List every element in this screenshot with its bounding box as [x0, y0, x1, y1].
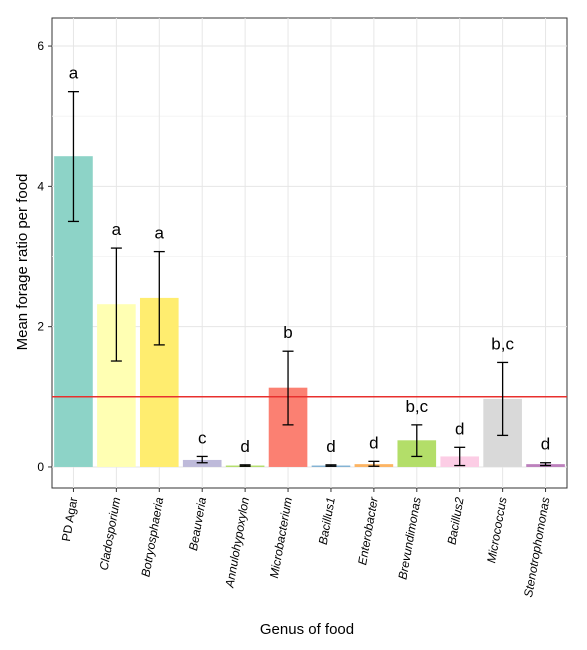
error-bar — [540, 462, 552, 467]
plot-panel — [51, 17, 568, 489]
y-tick-label: 4 — [37, 179, 44, 193]
y-tick-label: 0 — [37, 460, 44, 474]
error-bar — [497, 361, 509, 437]
y-tick-label: 6 — [37, 39, 44, 53]
significance-letter: b,c — [491, 334, 514, 353]
significance-letter: d — [326, 437, 335, 456]
significance-letter: a — [112, 220, 122, 239]
significance-letter: d — [240, 437, 249, 456]
x-tick-label: Brevundimonas — [395, 496, 423, 581]
error-bar — [454, 446, 466, 467]
error-bar — [153, 250, 165, 346]
error-bar — [282, 350, 294, 426]
x-tick-label: Bacillus2 — [445, 496, 467, 546]
x-tick-label: Micrococcus — [484, 496, 509, 564]
x-axis-title: Genus of food — [260, 621, 354, 638]
error-bar — [325, 464, 337, 467]
x-tick-label: Stenotrophomonas — [521, 496, 552, 598]
error-bars — [67, 91, 552, 467]
significance-letter: d — [541, 435, 550, 454]
significance-letter: d — [369, 433, 378, 452]
significance-letter: d — [455, 419, 464, 438]
x-tick-label: Bacillus1 — [316, 496, 338, 546]
x-tick-label: Enterobacter — [355, 495, 381, 566]
x-tick-label: Beauveria — [186, 496, 209, 552]
plot-frame — [51, 17, 568, 489]
x-axis: PD Agar Cladosporium Botryosphaeria Beauver… — [59, 488, 552, 598]
error-bar — [110, 247, 122, 362]
x-tick-label: PD Agar — [59, 496, 81, 542]
bar — [182, 459, 222, 467]
x-tick-label: Microbacterium — [267, 496, 295, 579]
significance-letter: b,c — [405, 397, 428, 416]
error-bar — [196, 455, 208, 464]
significance-letter: a — [69, 64, 79, 83]
x-tick-label: Botryosphaeria — [138, 496, 166, 578]
error-bar — [411, 424, 423, 458]
significance-letter: c — [198, 428, 207, 447]
error-bar — [239, 464, 251, 467]
error-bar — [368, 460, 380, 467]
x-tick-label: Annulohypoxylon — [222, 496, 252, 590]
significance-letter: a — [155, 224, 165, 243]
error-bar — [67, 91, 79, 223]
significance-letters: a a a c d b d d b,c d b,c d — [69, 64, 551, 456]
y-axis: 0 2 4 6 — [37, 39, 52, 474]
y-tick-label: 2 — [37, 320, 44, 334]
significance-letter: b — [283, 323, 292, 342]
y-axis-title: Mean forage ratio per food — [14, 174, 31, 351]
x-tick-label: Cladosporium — [97, 496, 124, 571]
